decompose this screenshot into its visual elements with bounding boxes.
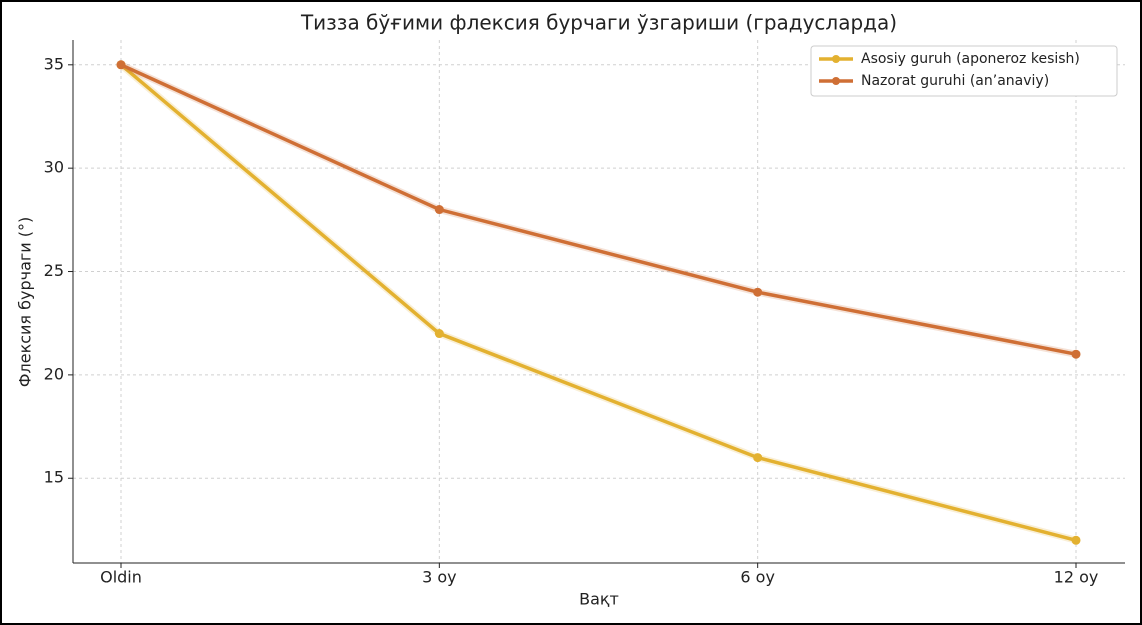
y-tick-label: 35 <box>44 54 64 73</box>
x-tick-label: 3 oy <box>422 568 457 587</box>
point <box>753 287 763 297</box>
point <box>1071 535 1081 545</box>
y-tick-label: 25 <box>44 261 64 280</box>
point <box>116 60 126 70</box>
point <box>753 453 763 463</box>
x-tick-label: 12 oy <box>1054 568 1099 587</box>
legend-label: Asosiy guruh (aponeroz kesish) <box>861 51 1080 67</box>
x-tick-label: Oldin <box>100 568 142 587</box>
legend-box <box>810 45 1118 97</box>
x-tick-label: 6 oy <box>740 568 775 587</box>
point <box>1071 349 1081 359</box>
y-axis-label: Флексия бурчаги (°) <box>16 217 35 388</box>
y-tick-label: 20 <box>44 364 64 383</box>
legend-label: Nazorat guruhi (an’anaviy) <box>861 73 1049 89</box>
y-tick-label: 30 <box>44 158 64 177</box>
x-axis-label: Вақт <box>579 590 619 609</box>
point <box>434 205 444 215</box>
chart-title: Тизза бўғими флексия бурчаги ўзгариши (г… <box>300 11 897 35</box>
line <box>119 63 1077 542</box>
line <box>120 63 1077 356</box>
y-tick-label: 15 <box>44 468 64 487</box>
legend-marker <box>832 55 840 63</box>
legend-marker <box>832 77 840 85</box>
point <box>434 329 444 339</box>
